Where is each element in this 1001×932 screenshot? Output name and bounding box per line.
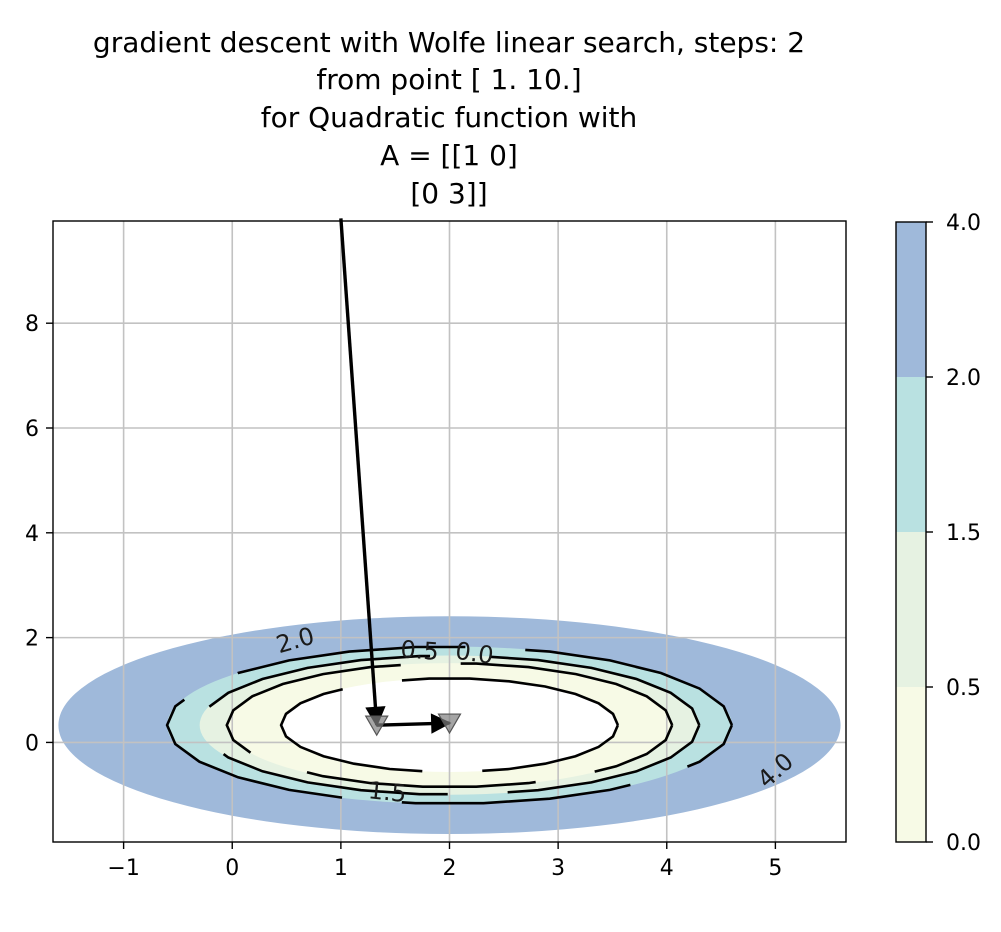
colorbar-segment-3 [896,222,926,377]
title-line-4: A = [[1 0] [380,139,518,172]
y-tick-label-2: 4 [25,522,39,547]
contour-lines [165,645,734,805]
x-tick-label-2: 1 [334,856,348,881]
x-tick-label-6: 5 [768,856,782,881]
descent-step-2 [376,713,452,734]
contour-line-1 [225,662,674,789]
descent-path [339,218,462,737]
title-line-1: gradient descent with Wolfe linear searc… [93,26,805,59]
contour-line-0 [279,677,620,774]
contour-label-0: 0.0 [454,637,496,670]
title-line-2: from point [ 1. 10.] [316,63,581,96]
colorbar: 0.0 0.5 1.5 2.0 4.0 [895,211,981,856]
contour-label-1: 0.5 [400,635,440,666]
colorbar-tick-label-1: 0.5 [946,676,981,701]
colorbar-segment-1 [896,532,926,687]
contour-line-2 [198,654,701,796]
title-line-5: [0 3]] [410,177,487,210]
x-tick-label-5: 4 [660,856,674,881]
colorbar-tick-label-3: 2.0 [946,366,981,391]
colorbar-segment-0 [896,687,926,842]
title-line-3: for Quadratic function with [261,101,638,134]
chart-title: gradient descent with Wolfe linear searc… [93,26,805,210]
y-tick-label-1: 2 [25,627,39,652]
step-point-marker-1 [364,715,389,737]
y-tick-label-3: 6 [25,417,39,442]
colorbar-tick-label-2: 1.5 [946,521,981,546]
x-tick-label-1: 0 [225,856,239,881]
x-tick-label-0: −1 [107,856,139,881]
y-tick-label-0: 0 [25,731,39,756]
step-point-marker-2 [437,713,462,735]
x-axis-ticks: −1 0 1 2 3 4 5 [107,842,782,881]
y-tick-label-4: 8 [25,312,39,337]
x-tick-label-3: 2 [443,856,457,881]
descent-step-1 [339,218,386,728]
contour-label-2: 1.5 [367,776,408,808]
colorbar-tick-label-0: 0.0 [946,831,981,856]
colorbar-tick-label-4: 4.0 [946,211,981,236]
contour-line-3 [165,645,734,805]
y-axis-ticks: 0 2 4 6 8 [25,312,53,756]
colorbar-segment-2 [896,377,926,532]
x-tick-label-4: 3 [551,856,565,881]
